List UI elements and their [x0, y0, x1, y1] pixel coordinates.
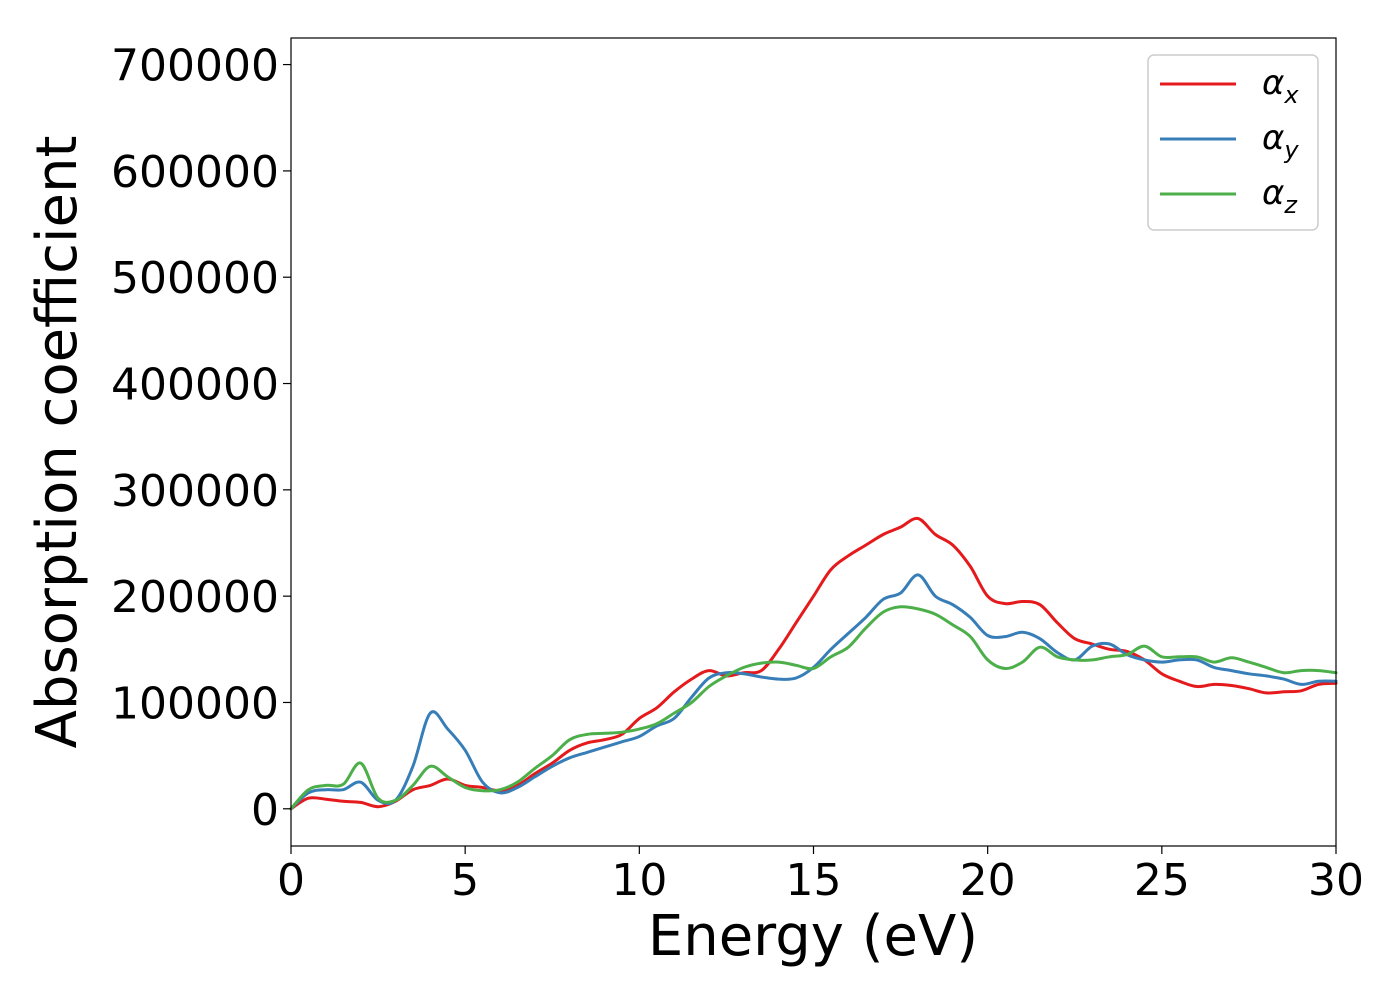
series-line-z: [289, 605, 1338, 811]
x-axis-ticks: 0 5 10 15 20 25 30: [277, 846, 1364, 906]
y-tick-label: 700000: [111, 41, 279, 92]
x-tick-label: 30: [1308, 855, 1364, 906]
y-tick-label: 400000: [111, 360, 279, 411]
y-axis-ticks: 0 100000 200000 300000 400000 500000 600000 700…: [111, 41, 291, 836]
x-tick-label: 5: [451, 855, 479, 906]
legend-items: αx αy αz: [1160, 63, 1299, 219]
x-tick-label: 0: [277, 855, 305, 906]
series-layer: [289, 516, 1338, 811]
legend-label-y: αy: [1262, 118, 1299, 164]
x-tick-label: 20: [960, 855, 1016, 906]
series-line-y: [289, 573, 1338, 811]
y-tick-label: 500000: [111, 253, 279, 304]
y-tick-label: 200000: [111, 572, 279, 623]
legend-label-x: αx: [1262, 63, 1299, 109]
legend-label-z: αz: [1262, 173, 1298, 219]
legend-box: [1147, 54, 1319, 231]
x-tick-label: 10: [611, 855, 667, 906]
x-tick-label: 15: [786, 855, 842, 906]
y-tick-label: 300000: [111, 466, 279, 517]
x-tick-label: 25: [1134, 855, 1190, 906]
y-tick-label: 600000: [111, 147, 279, 198]
series-line-x: [289, 516, 1338, 811]
y-axis-title: Absorption coefficient: [25, 136, 90, 749]
y-tick-label: 0: [251, 785, 279, 836]
x-axis-title: Energy (eV): [648, 904, 978, 969]
y-tick-label: 100000: [111, 678, 279, 729]
legend: αx αy αz: [1147, 54, 1319, 231]
